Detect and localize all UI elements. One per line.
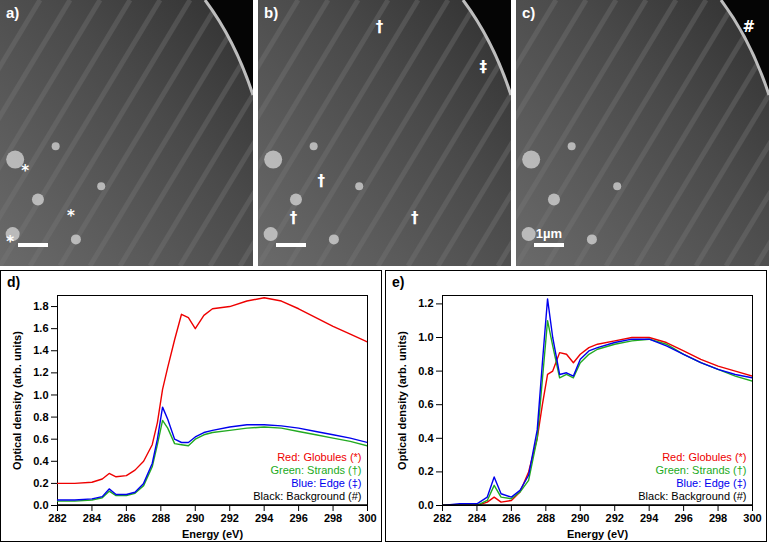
svg-text:1.4: 1.4 [33,344,49,356]
svg-text:0.0: 0.0 [418,499,433,511]
svg-text:294: 294 [640,512,659,524]
svg-text:294: 294 [255,512,274,524]
svg-text:#: # [742,18,755,36]
svg-text:282: 282 [433,512,451,524]
svg-text:Optical density (arb. units): Optical density (arb. units) [11,331,23,470]
svg-text:1.6: 1.6 [33,322,48,334]
svg-text:0.6: 0.6 [33,433,48,445]
html-text:d): d) [7,274,21,290]
svg-text:b): b) [264,4,278,21]
svg-text:300: 300 [743,512,761,524]
svg-text:1.2: 1.2 [33,366,48,378]
svg-text:0.0: 0.0 [33,499,48,511]
svg-text:292: 292 [221,512,239,524]
svg-text:Black: Background (#): Black: Background (#) [253,490,361,502]
svg-text:Green: Strands (†): Green: Strands (†) [270,464,361,476]
svg-text:†: † [318,172,326,190]
svg-text:0.8: 0.8 [418,365,433,377]
svg-text:296: 296 [289,512,307,524]
svg-text:284: 284 [83,512,102,524]
svg-text:Optical density (arb. units): Optical density (arb. units) [396,331,408,470]
svg-text:Red: Globules (*): Red: Globules (*) [277,451,361,463]
svg-text:1.0: 1.0 [33,388,48,400]
svg-text:c): c) [522,4,535,21]
svg-text:0.6: 0.6 [418,398,433,410]
svg-text:298: 298 [709,512,727,524]
svg-text:284: 284 [468,512,487,524]
svg-text:0.8: 0.8 [33,411,48,423]
svg-text:*: * [67,207,75,225]
svg-text:a): a) [6,4,19,21]
svg-text:*: * [21,162,29,180]
svg-text:288: 288 [537,512,555,524]
html-text:e): e) [392,274,405,290]
svg-text:0.2: 0.2 [418,465,433,477]
svg-text:292: 292 [606,512,624,524]
svg-text:Blue: Edge (‡): Blue: Edge (‡) [676,477,746,489]
svg-text:286: 286 [502,512,520,524]
svg-text:Red: Globules (*): Red: Globules (*) [662,451,746,463]
svg-text:Energy (eV): Energy (eV) [567,528,628,540]
svg-text:288: 288 [152,512,170,524]
svg-text:Energy (eV): Energy (eV) [182,528,243,540]
svg-text:290: 290 [571,512,589,524]
svg-text:Black: Background (#): Black: Background (#) [638,490,746,502]
svg-text:0.4: 0.4 [418,432,434,444]
svg-text:1µm: 1µm [536,226,562,241]
svg-text:298: 298 [324,512,342,524]
svg-text:1.8: 1.8 [33,300,48,312]
svg-text:Blue: Edge (‡): Blue: Edge (‡) [291,477,361,489]
svg-text:‡: ‡ [479,58,487,76]
svg-text:†: † [411,209,419,227]
svg-text:300: 300 [358,512,376,524]
svg-text:1.2: 1.2 [418,297,433,309]
svg-text:0.4: 0.4 [33,455,49,467]
svg-text:*: * [6,233,14,251]
svg-text:290: 290 [186,512,204,524]
svg-text:1.0: 1.0 [418,331,433,343]
svg-text:†: † [376,18,384,36]
svg-text:†: † [290,209,298,227]
svg-text:286: 286 [117,512,135,524]
svg-text:282: 282 [48,512,66,524]
svg-text:Green: Strands (†): Green: Strands (†) [655,464,746,476]
svg-text:0.2: 0.2 [33,477,48,489]
svg-text:296: 296 [674,512,692,524]
